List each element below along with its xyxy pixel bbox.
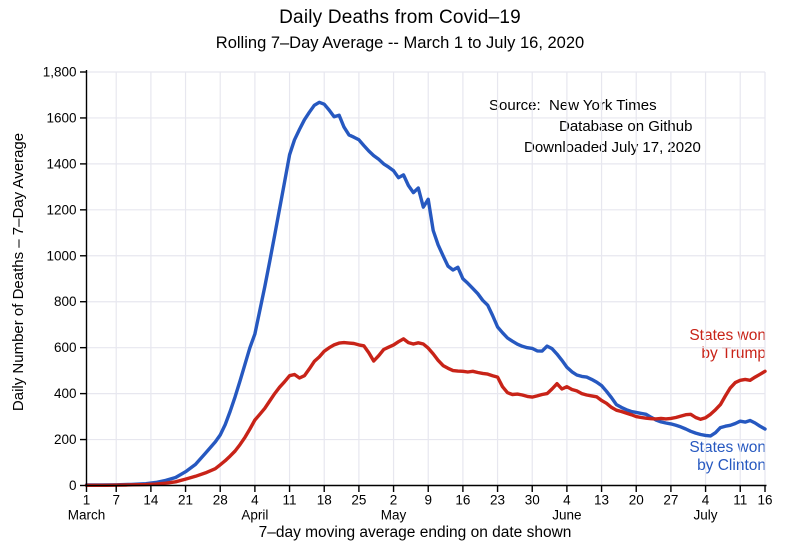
x-tick-label: 1 — [83, 493, 91, 508]
y-tick-label: 200 — [54, 432, 77, 447]
y-tick-label: 1000 — [46, 248, 76, 263]
x-tick-label: 18 — [317, 493, 332, 508]
page-subtitle: Rolling 7–Day Average -- March 1 to July… — [215, 34, 585, 52]
x-tick-label: 30 — [525, 493, 540, 508]
clinton-series-label-line1: States won — [689, 439, 766, 456]
source-line-3: Downloaded July 17, 2020 — [524, 139, 701, 156]
x-axis-title: 7–day moving average ending on date show… — [258, 524, 572, 541]
x-month-label: June — [552, 508, 581, 523]
x-tick-label: 14 — [143, 493, 159, 508]
x-tick-label: 28 — [213, 493, 228, 508]
x-tick-label: 2 — [390, 493, 398, 508]
x-month-label: April — [241, 508, 268, 523]
x-month-label: March — [68, 508, 106, 523]
y-tick-label: 600 — [54, 340, 77, 355]
x-tick-label: 4 — [563, 493, 571, 508]
x-month-label: May — [381, 508, 407, 523]
page-title: Daily Deaths from Covid–19 — [279, 7, 521, 28]
y-tick-label: 1200 — [46, 202, 76, 217]
x-tick-label: 16 — [455, 493, 470, 508]
y-tick-label: 1400 — [46, 156, 76, 171]
trump-series-label: States won by Trump — [689, 327, 766, 363]
x-tick-label: 7 — [112, 493, 120, 508]
x-tick-label: 4 — [702, 493, 710, 508]
states-won-by-clinton-line — [84, 100, 767, 487]
y-tick-label: 1,800 — [43, 65, 77, 80]
states-won-by-trump-line — [84, 337, 767, 487]
trump-series-label-line2: by Trump — [701, 345, 766, 362]
y-tick-label: 0 — [69, 478, 77, 493]
x-tick-label: 21 — [178, 493, 193, 508]
trump-series-label-line1: States won — [689, 327, 766, 344]
clinton-series-label: States won by Clinton — [689, 439, 766, 475]
x-tick-label: 13 — [594, 493, 609, 508]
x-tick-label: 27 — [663, 493, 678, 508]
y-tick-label: 800 — [54, 294, 77, 309]
y-tick-label: 1600 — [46, 110, 76, 125]
x-tick-label: 20 — [629, 493, 644, 508]
x-tick-label: 11 — [733, 493, 747, 508]
x-month-label: July — [694, 508, 718, 523]
clinton-series-label-line2: by Clinton — [697, 457, 766, 474]
x-tick-label: 25 — [351, 493, 366, 508]
x-tick-label: 9 — [424, 493, 432, 508]
x-tick-label: 4 — [251, 493, 259, 508]
x-tick-label: 16 — [757, 493, 772, 508]
x-tick-label: 11 — [283, 493, 297, 508]
y-tick-label: 400 — [54, 386, 77, 401]
x-tick-label: 23 — [490, 493, 505, 508]
